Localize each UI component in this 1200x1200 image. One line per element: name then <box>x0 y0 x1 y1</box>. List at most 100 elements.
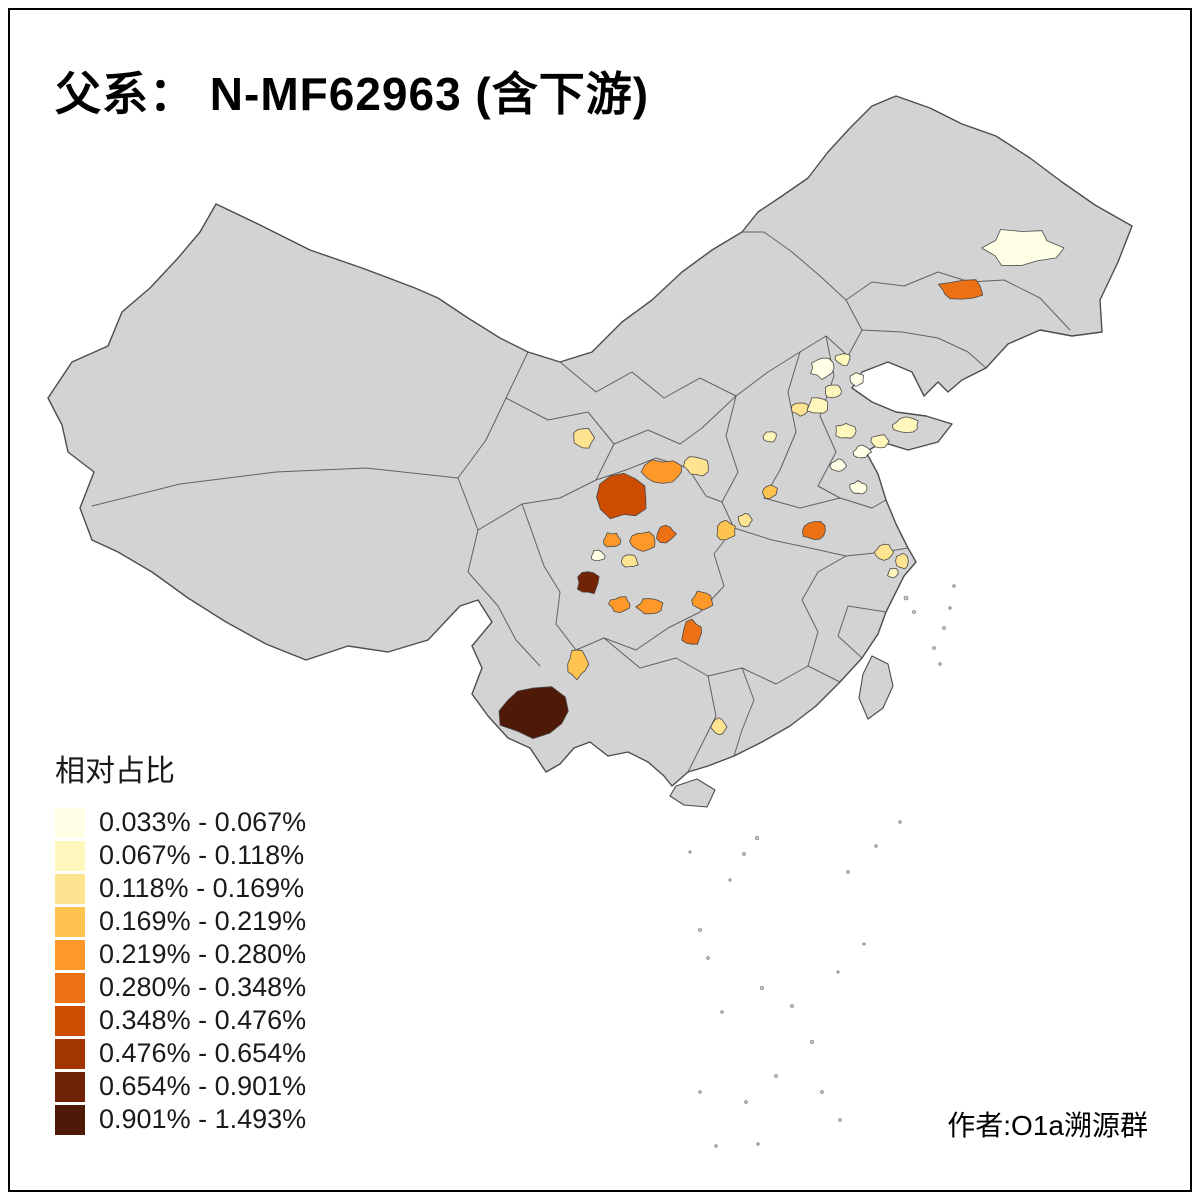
province-border <box>801 555 847 667</box>
map-region <box>681 618 702 645</box>
map-region <box>852 444 872 459</box>
legend-item: 0.901% - 1.493% <box>55 1103 395 1136</box>
province-border <box>721 395 739 529</box>
small-island <box>720 1010 724 1014</box>
small-island <box>756 1142 760 1146</box>
small-island <box>774 1074 778 1078</box>
legend-item: 0.118% - 0.169% <box>55 872 395 905</box>
small-island <box>760 986 764 990</box>
map-region <box>895 553 909 570</box>
map-region <box>640 459 682 484</box>
legend-label: 0.219% - 0.280% <box>99 939 307 969</box>
province-border <box>763 497 887 509</box>
page-title: 父系： N-MF62963 (含下游) <box>55 68 650 120</box>
map-region <box>762 431 777 443</box>
small-island <box>942 626 946 630</box>
province-border <box>733 667 755 757</box>
small-island <box>948 606 952 610</box>
map-region <box>591 549 606 562</box>
small-island <box>742 852 746 856</box>
legend-label: 0.067% - 0.118% <box>99 840 305 870</box>
map-region <box>810 357 835 380</box>
small-island <box>790 1004 794 1008</box>
legend-swatch <box>55 807 85 838</box>
legend-item: 0.348% - 0.476% <box>55 1004 395 1037</box>
province-border <box>603 637 841 685</box>
legend-swatch <box>55 840 85 871</box>
small-island <box>912 610 916 614</box>
legend-swatch <box>55 873 85 904</box>
island-outline <box>858 655 894 720</box>
small-island <box>838 1118 842 1122</box>
island-outline <box>669 778 716 808</box>
legend-items: 0.033% - 0.067% 0.067% - 0.118% 0.118% - 0… <box>55 806 395 1136</box>
small-island <box>846 870 850 874</box>
province-border <box>741 231 847 301</box>
map-region <box>874 543 895 561</box>
map-region <box>691 590 714 611</box>
map-region <box>629 531 656 552</box>
legend-swatch <box>55 1071 85 1102</box>
map-region <box>608 596 631 613</box>
legend: 相对占比 0.033% - 0.067% 0.067% - 0.118% 0.118… <box>55 746 395 1136</box>
small-island <box>744 1100 748 1104</box>
small-island <box>898 820 902 824</box>
legend-item: 0.169% - 0.219% <box>55 905 395 938</box>
map-region <box>938 279 984 300</box>
map-region <box>683 456 709 477</box>
small-island <box>932 646 936 650</box>
legend-item: 0.280% - 0.348% <box>55 971 395 1004</box>
small-island <box>728 878 732 882</box>
map-region <box>849 372 864 387</box>
province-border <box>477 397 615 531</box>
map-region <box>573 428 595 449</box>
province-border <box>457 351 529 479</box>
legend-label: 0.280% - 0.348% <box>99 972 307 1002</box>
small-island <box>874 844 878 848</box>
legend-item: 0.033% - 0.067% <box>55 806 395 839</box>
small-island <box>688 850 692 854</box>
map-region <box>892 416 919 434</box>
legend-item: 0.476% - 0.654% <box>55 1037 395 1070</box>
legend-swatch <box>55 1104 85 1135</box>
province-border <box>837 605 887 659</box>
map-region <box>791 402 809 417</box>
small-island <box>714 1144 718 1148</box>
legend-label: 0.348% - 0.476% <box>99 1005 307 1035</box>
map-region <box>870 434 890 449</box>
legend-label: 0.118% - 0.169% <box>99 873 305 903</box>
map-region <box>806 397 829 414</box>
legend-swatch <box>55 939 85 970</box>
province-border <box>575 527 735 651</box>
legend-label: 0.476% - 0.654% <box>99 1038 307 1068</box>
map-region <box>621 554 639 568</box>
map-region <box>849 480 868 495</box>
small-island <box>820 1090 824 1094</box>
small-island <box>698 1090 702 1094</box>
legend-swatch <box>55 1038 85 1069</box>
legend-item: 0.219% - 0.280% <box>55 938 395 971</box>
province-border <box>91 467 459 507</box>
province-border <box>861 329 987 369</box>
small-island <box>755 836 759 840</box>
map-region <box>737 513 753 528</box>
legend-item: 0.654% - 0.901% <box>55 1070 395 1103</box>
small-island <box>938 662 942 666</box>
province-border <box>763 351 801 499</box>
map-region <box>577 571 600 595</box>
province-border <box>845 271 1071 357</box>
map-region <box>802 521 826 540</box>
small-island <box>862 942 866 946</box>
legend-swatch <box>55 906 85 937</box>
legend-title: 相对占比 <box>55 755 175 788</box>
map-region <box>835 422 857 439</box>
legend-label: 0.901% - 1.493% <box>99 1104 307 1134</box>
small-island <box>810 1040 814 1044</box>
map-region <box>834 353 851 367</box>
province-border <box>521 503 577 651</box>
map-region <box>829 458 847 472</box>
small-island <box>698 928 702 932</box>
map-region <box>710 717 728 735</box>
